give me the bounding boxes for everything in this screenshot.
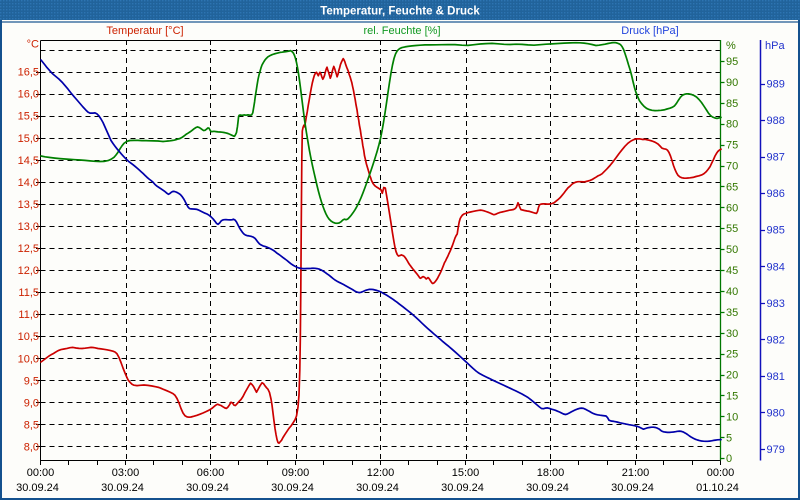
svg-text:hPa: hPa — [765, 40, 785, 52]
svg-text:20: 20 — [726, 370, 738, 382]
svg-text:60: 60 — [726, 202, 738, 214]
svg-text:Druck [hPa]: Druck [hPa] — [621, 25, 678, 37]
svg-text:12,0: 12,0 — [18, 265, 39, 277]
svg-text:75: 75 — [726, 140, 738, 152]
svg-text:90: 90 — [726, 77, 738, 89]
svg-text:9,5: 9,5 — [24, 375, 39, 387]
svg-text:06:00: 06:00 — [197, 467, 225, 479]
svg-text:13,5: 13,5 — [18, 199, 39, 211]
svg-text:40: 40 — [726, 286, 738, 298]
svg-text:03:00: 03:00 — [112, 467, 140, 479]
svg-text:35: 35 — [726, 307, 738, 319]
svg-text:8,5: 8,5 — [24, 419, 39, 431]
svg-text:00:00: 00:00 — [707, 467, 735, 479]
svg-text:979: 979 — [767, 444, 785, 456]
svg-text:15:00: 15:00 — [452, 467, 480, 479]
svg-text:85: 85 — [726, 98, 738, 110]
svg-text:09:00: 09:00 — [282, 467, 310, 479]
svg-text:8,0: 8,0 — [24, 441, 39, 453]
svg-text:55: 55 — [726, 223, 738, 235]
svg-text:15,5: 15,5 — [18, 111, 39, 123]
svg-text:70: 70 — [726, 161, 738, 173]
svg-text:30.09.24: 30.09.24 — [611, 482, 654, 494]
svg-text:30.09.24: 30.09.24 — [356, 482, 399, 494]
svg-text:14,0: 14,0 — [18, 177, 39, 189]
svg-text:30.09.24: 30.09.24 — [186, 482, 229, 494]
svg-text:11,5: 11,5 — [18, 287, 39, 299]
svg-text:30.09.24: 30.09.24 — [271, 482, 314, 494]
svg-text:30.09.24: 30.09.24 — [101, 482, 144, 494]
svg-text:15,0: 15,0 — [18, 133, 39, 145]
svg-text:985: 985 — [767, 225, 785, 237]
svg-text:°C: °C — [27, 39, 39, 51]
svg-text:14,5: 14,5 — [18, 155, 39, 167]
svg-text:95: 95 — [726, 56, 738, 68]
svg-text:rel. Feuchte [%]: rel. Feuchte [%] — [363, 25, 440, 37]
svg-text:13,0: 13,0 — [18, 221, 39, 233]
svg-text:30.09.24: 30.09.24 — [16, 482, 59, 494]
svg-text:30: 30 — [726, 328, 738, 340]
svg-text:16,0: 16,0 — [18, 89, 39, 101]
svg-text:980: 980 — [767, 407, 785, 419]
svg-text:%: % — [726, 40, 736, 52]
svg-text:15: 15 — [726, 390, 738, 402]
svg-text:21:00: 21:00 — [622, 467, 650, 479]
svg-text:981: 981 — [767, 371, 785, 383]
svg-text:10,0: 10,0 — [18, 353, 39, 365]
svg-text:984: 984 — [767, 261, 785, 273]
svg-text:10,5: 10,5 — [18, 331, 39, 343]
svg-text:5: 5 — [726, 432, 732, 444]
svg-text:00:00: 00:00 — [27, 467, 55, 479]
svg-text:Temperatur, Feuchte & Druck: Temperatur, Feuchte & Druck — [320, 6, 480, 18]
svg-text:45: 45 — [726, 265, 738, 277]
svg-text:01.10.24: 01.10.24 — [696, 482, 739, 494]
svg-text:16,5: 16,5 — [18, 67, 39, 79]
svg-text:12,5: 12,5 — [18, 243, 39, 255]
svg-text:982: 982 — [767, 334, 785, 346]
svg-text:989: 989 — [767, 79, 785, 91]
svg-text:11,0: 11,0 — [18, 309, 39, 321]
svg-text:Temperatur [°C]: Temperatur [°C] — [106, 25, 183, 37]
svg-text:9,0: 9,0 — [24, 397, 39, 409]
svg-text:30.09.24: 30.09.24 — [441, 482, 484, 494]
svg-text:50: 50 — [726, 244, 738, 256]
svg-text:12:00: 12:00 — [367, 467, 395, 479]
svg-text:10: 10 — [726, 411, 738, 423]
svg-text:983: 983 — [767, 298, 785, 310]
svg-text:988: 988 — [767, 115, 785, 127]
svg-text:25: 25 — [726, 349, 738, 361]
svg-text:80: 80 — [726, 119, 738, 131]
svg-text:987: 987 — [767, 152, 785, 164]
svg-text:18:00: 18:00 — [537, 467, 565, 479]
svg-text:986: 986 — [767, 188, 785, 200]
svg-text:30.09.24: 30.09.24 — [526, 482, 569, 494]
svg-text:0: 0 — [726, 453, 732, 465]
svg-text:65: 65 — [726, 181, 738, 193]
